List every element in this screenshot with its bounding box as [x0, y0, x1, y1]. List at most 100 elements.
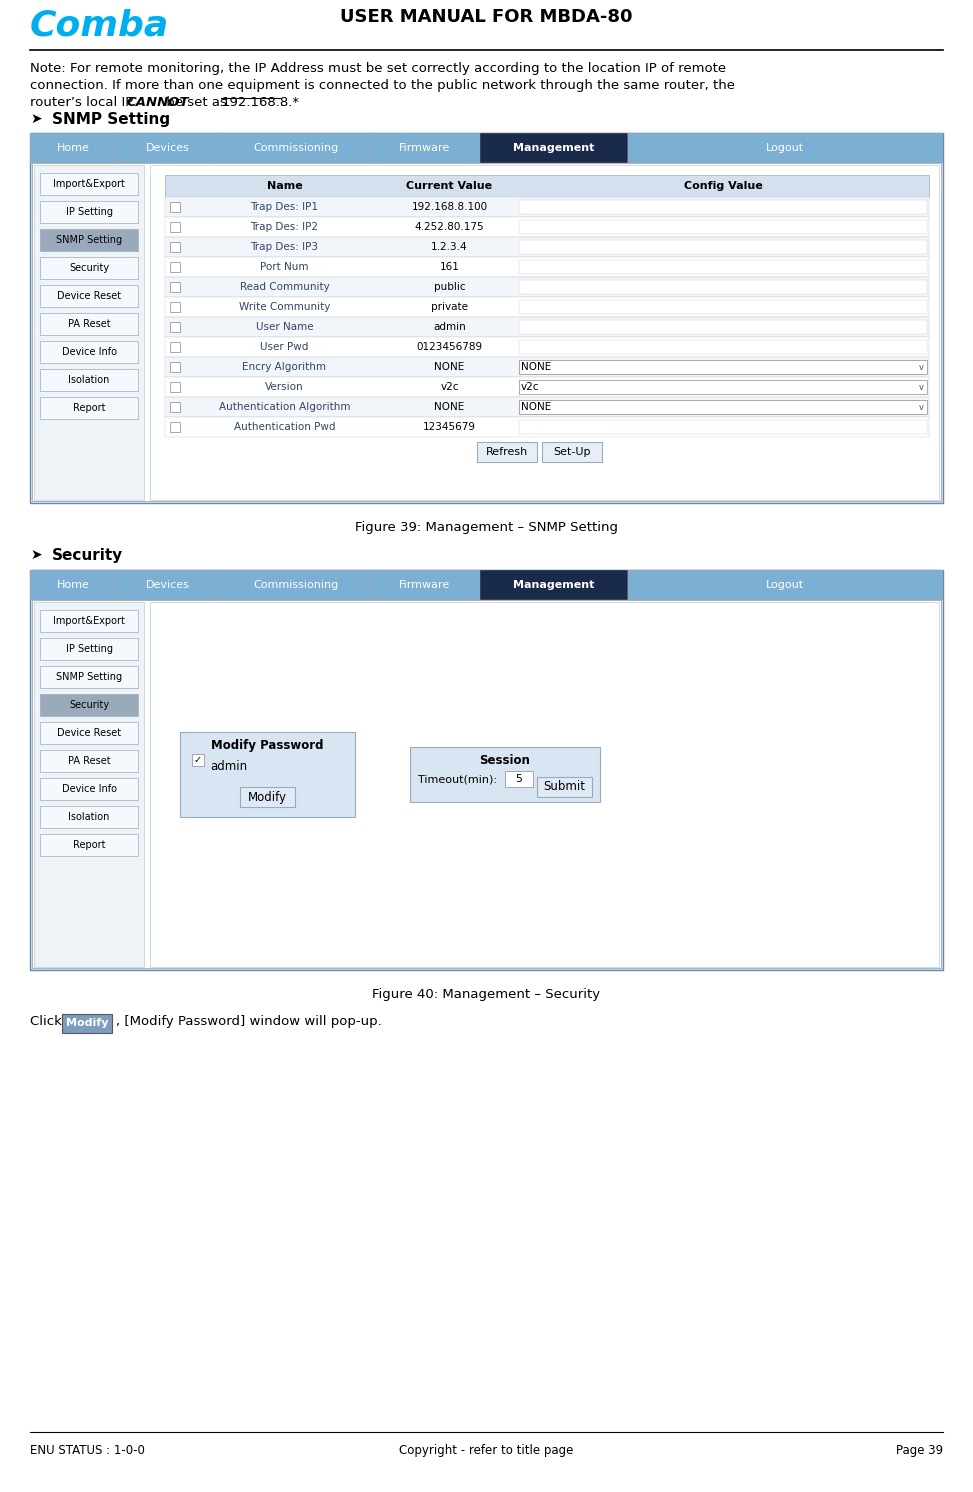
- Bar: [628, 133, 941, 163]
- Text: Copyright - refer to title page: Copyright - refer to title page: [399, 1444, 574, 1458]
- Text: Name: Name: [267, 181, 303, 191]
- Text: private: private: [431, 301, 468, 312]
- Bar: [519, 260, 927, 275]
- Bar: [165, 175, 929, 197]
- Bar: [165, 237, 929, 257]
- Text: Devices: Devices: [146, 580, 190, 589]
- Bar: [114, 570, 222, 600]
- Bar: [62, 1015, 112, 1032]
- Text: USER MANUAL FOR MBDA-80: USER MANUAL FOR MBDA-80: [341, 7, 632, 25]
- Bar: [40, 694, 138, 716]
- Text: Security: Security: [52, 548, 124, 562]
- Bar: [165, 297, 929, 316]
- Bar: [505, 771, 533, 786]
- Text: 161: 161: [440, 263, 459, 272]
- Text: Encry Algorithm: Encry Algorithm: [242, 363, 327, 372]
- Bar: [170, 422, 180, 433]
- Bar: [40, 665, 138, 688]
- Bar: [165, 337, 929, 357]
- Bar: [40, 313, 138, 336]
- Text: v: v: [919, 363, 923, 372]
- Text: Management: Management: [514, 580, 595, 589]
- Text: Trap Des: IP3: Trap Des: IP3: [250, 242, 318, 252]
- Text: Comba: Comba: [30, 7, 169, 42]
- Text: Home: Home: [56, 580, 90, 589]
- Bar: [40, 285, 138, 307]
- Text: PA Reset: PA Reset: [68, 319, 110, 330]
- Text: 4.252.80.175: 4.252.80.175: [414, 222, 485, 231]
- Text: IP Setting: IP Setting: [65, 207, 113, 216]
- Text: Firmware: Firmware: [399, 580, 450, 589]
- Text: 0123456789: 0123456789: [416, 342, 483, 352]
- Bar: [30, 570, 943, 600]
- Text: public: public: [434, 282, 465, 292]
- Bar: [165, 278, 929, 297]
- Text: Modify Password: Modify Password: [211, 740, 324, 752]
- Bar: [40, 369, 138, 391]
- Bar: [477, 442, 537, 463]
- Bar: [170, 363, 180, 372]
- Text: Import&Export: Import&Export: [54, 179, 125, 189]
- Bar: [519, 421, 927, 434]
- Bar: [40, 777, 138, 800]
- Text: v2c: v2c: [440, 382, 458, 392]
- Text: CANNOT: CANNOT: [126, 95, 189, 109]
- Text: router’s local IP: router’s local IP: [30, 95, 137, 109]
- Bar: [222, 570, 370, 600]
- Text: ✓: ✓: [194, 755, 202, 765]
- Bar: [40, 750, 138, 771]
- Bar: [480, 133, 628, 163]
- Text: SNMP Setting: SNMP Setting: [52, 112, 170, 127]
- Bar: [170, 322, 180, 333]
- Bar: [30, 570, 943, 970]
- Text: Isolation: Isolation: [68, 374, 110, 385]
- Bar: [370, 570, 480, 600]
- Bar: [30, 133, 943, 163]
- Text: ➤: ➤: [30, 112, 42, 125]
- Text: Version: Version: [266, 382, 304, 392]
- Bar: [192, 753, 204, 765]
- Text: Home: Home: [56, 143, 90, 154]
- Bar: [34, 601, 144, 967]
- Bar: [519, 380, 927, 394]
- Bar: [32, 570, 114, 600]
- Bar: [40, 610, 138, 633]
- Bar: [170, 301, 180, 312]
- Bar: [170, 242, 180, 252]
- Text: Modify: Modify: [248, 791, 287, 804]
- Text: Device Reset: Device Reset: [57, 291, 121, 301]
- Bar: [519, 319, 927, 334]
- Text: admin: admin: [433, 322, 466, 333]
- Text: Devices: Devices: [146, 143, 190, 154]
- Text: Trap Des: IP1: Trap Des: IP1: [250, 201, 318, 212]
- Bar: [40, 397, 138, 419]
- Text: Port Num: Port Num: [260, 263, 308, 272]
- Bar: [170, 263, 180, 272]
- Bar: [519, 360, 927, 374]
- Text: Figure 40: Management – Security: Figure 40: Management – Security: [373, 988, 600, 1001]
- Bar: [410, 747, 600, 803]
- Bar: [170, 401, 180, 412]
- Bar: [150, 166, 939, 500]
- Text: Session: Session: [480, 755, 530, 767]
- Bar: [40, 722, 138, 745]
- Text: be set as: be set as: [162, 95, 232, 109]
- Text: User Name: User Name: [256, 322, 313, 333]
- Bar: [170, 222, 180, 231]
- Bar: [519, 340, 927, 354]
- Text: .: .: [280, 95, 284, 109]
- Text: Security: Security: [69, 263, 109, 273]
- Text: Report: Report: [73, 840, 105, 850]
- Text: Config Value: Config Value: [684, 181, 763, 191]
- Text: NONE: NONE: [434, 363, 465, 372]
- Bar: [165, 416, 929, 437]
- Text: Logout: Logout: [766, 580, 804, 589]
- Bar: [165, 316, 929, 337]
- Bar: [165, 216, 929, 237]
- Text: 192.168.8.*: 192.168.8.*: [221, 95, 300, 109]
- Text: Device Reset: Device Reset: [57, 728, 121, 739]
- Text: Refresh: Refresh: [486, 448, 528, 457]
- Bar: [40, 173, 138, 195]
- Text: v: v: [919, 382, 923, 391]
- Bar: [170, 201, 180, 212]
